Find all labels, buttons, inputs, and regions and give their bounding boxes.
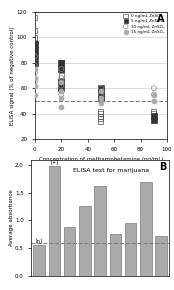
Point xyxy=(60,67,63,71)
Point xyxy=(100,88,102,93)
Point xyxy=(152,92,155,97)
Point xyxy=(100,101,102,106)
Bar xyxy=(64,227,75,276)
Point xyxy=(100,92,102,97)
Point xyxy=(100,117,102,121)
Point xyxy=(60,86,63,90)
Point xyxy=(100,119,102,124)
Point xyxy=(60,105,63,110)
Bar xyxy=(140,182,152,276)
Point xyxy=(33,35,36,39)
Text: ELISA test for marijuana: ELISA test for marijuana xyxy=(73,168,149,173)
Point xyxy=(100,92,102,97)
Bar xyxy=(49,166,60,276)
Point xyxy=(60,76,63,80)
Point xyxy=(100,109,102,113)
Point xyxy=(100,86,102,90)
Point xyxy=(60,67,63,71)
Point xyxy=(100,88,102,93)
Point xyxy=(60,79,63,84)
Point xyxy=(60,92,63,97)
Text: B: B xyxy=(159,162,166,172)
Point xyxy=(100,99,102,103)
Point xyxy=(60,79,63,84)
Bar xyxy=(33,244,45,276)
Bar xyxy=(125,223,136,276)
Bar xyxy=(94,186,106,276)
Text: [+]: [+] xyxy=(50,160,58,164)
Point xyxy=(100,86,102,90)
Text: [n]: [n] xyxy=(35,238,42,243)
Point xyxy=(60,96,63,101)
Point xyxy=(152,118,155,122)
Point xyxy=(100,96,102,101)
Point xyxy=(33,28,36,33)
Point xyxy=(60,83,63,88)
Point xyxy=(100,111,102,116)
Bar xyxy=(155,236,167,276)
Point xyxy=(33,54,36,59)
Point xyxy=(152,86,155,90)
Point xyxy=(33,67,36,71)
Point xyxy=(60,60,63,65)
Point xyxy=(60,88,63,93)
Point xyxy=(33,41,36,46)
Point xyxy=(33,76,36,80)
Legend: 0 ng/mL ZnSO₄, 5 ng/mL ZnSO₄, 10 ng/mL ZnSO₄, 15 ng/mL ZnSO₄: 0 ng/mL ZnSO₄, 5 ng/mL ZnSO₄, 10 ng/mL Z… xyxy=(121,14,165,34)
Point xyxy=(60,60,63,65)
Point xyxy=(60,73,63,78)
Bar xyxy=(110,234,121,276)
Point xyxy=(152,99,155,103)
Point xyxy=(33,70,36,75)
Point xyxy=(100,114,102,119)
Point xyxy=(33,16,36,20)
X-axis label: Concentration of methamphetamine (ng/mL): Concentration of methamphetamine (ng/mL) xyxy=(39,157,163,162)
Point xyxy=(152,114,155,119)
Point xyxy=(33,54,36,59)
Point xyxy=(33,48,36,52)
Point xyxy=(33,92,36,97)
Point xyxy=(60,79,63,84)
Point xyxy=(152,109,155,113)
Point xyxy=(33,79,36,84)
Point xyxy=(33,83,36,88)
Point xyxy=(100,96,102,101)
Point xyxy=(152,92,155,97)
Y-axis label: ELISA signal (% of negative control): ELISA signal (% of negative control) xyxy=(10,26,15,125)
Point xyxy=(33,63,36,68)
Point xyxy=(33,48,36,52)
Y-axis label: Average absorbance: Average absorbance xyxy=(9,189,14,246)
Bar xyxy=(79,206,90,276)
Point xyxy=(33,41,36,46)
Point xyxy=(33,54,36,59)
Point xyxy=(33,60,36,65)
Point xyxy=(152,111,155,116)
Point xyxy=(60,67,63,71)
Text: A: A xyxy=(157,14,164,24)
